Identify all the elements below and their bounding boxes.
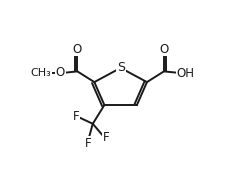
Text: OH: OH xyxy=(177,67,195,80)
Text: O: O xyxy=(159,43,169,56)
Text: F: F xyxy=(73,110,80,123)
Text: F: F xyxy=(103,131,109,144)
Text: O: O xyxy=(73,43,82,56)
Text: F: F xyxy=(84,137,91,150)
Text: S: S xyxy=(117,61,125,74)
Text: O: O xyxy=(56,66,65,79)
Text: CH₃: CH₃ xyxy=(30,68,51,78)
